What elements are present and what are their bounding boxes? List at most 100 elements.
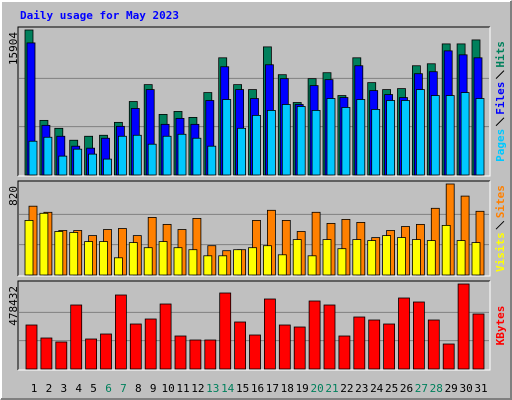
bar <box>411 239 421 276</box>
panel-bevel-dark <box>17 180 490 276</box>
bar <box>475 98 485 176</box>
bar <box>382 235 392 276</box>
bar <box>25 324 38 370</box>
bar <box>353 316 366 370</box>
bar <box>114 257 123 276</box>
x-tick-label: 24 <box>370 382 384 395</box>
bar <box>457 283 470 370</box>
bar <box>266 110 276 176</box>
bar <box>118 135 127 176</box>
x-tick-label: 19 <box>296 382 309 395</box>
bar <box>100 333 112 370</box>
bar <box>248 247 257 276</box>
bar <box>308 300 321 370</box>
bar <box>55 341 68 370</box>
bar <box>249 334 261 370</box>
bar <box>143 247 153 276</box>
x-tick-label: 4 <box>75 382 82 395</box>
bar <box>397 237 406 276</box>
bar <box>277 254 287 276</box>
x-tick-label: 11 <box>176 382 189 395</box>
bar <box>263 298 276 370</box>
x-tick-label: 2 <box>46 382 53 395</box>
bar <box>39 212 49 276</box>
bar <box>162 135 172 176</box>
bar <box>415 89 425 176</box>
bar <box>24 219 34 276</box>
bar <box>326 98 336 176</box>
bar <box>352 239 362 276</box>
bar <box>427 319 440 370</box>
bar <box>188 249 198 276</box>
x-tick-label: 3 <box>60 382 67 395</box>
bar <box>129 323 142 370</box>
panel-bevel-light <box>18 281 491 371</box>
chart-title: Daily usage for May 2023 <box>20 9 179 22</box>
bar <box>337 248 347 276</box>
bar <box>99 241 108 276</box>
bar <box>367 240 377 276</box>
bar <box>371 109 381 176</box>
y-tick-label: 478432 <box>7 286 20 326</box>
bar <box>262 245 272 276</box>
y-tick-label: 820 <box>7 186 20 206</box>
bar <box>456 240 466 276</box>
bar <box>158 241 168 276</box>
x-tick-label: 12 <box>191 382 204 395</box>
legend-label: KBytes <box>494 306 507 346</box>
bar <box>58 155 68 176</box>
bar <box>383 323 396 370</box>
bar <box>128 242 138 276</box>
bar <box>73 148 83 176</box>
x-tick-label: 21 <box>325 382 338 395</box>
x-tick-label: 29 <box>445 382 458 395</box>
bar <box>54 231 64 276</box>
x-tick-label: 16 <box>251 382 264 395</box>
x-tick-label: 26 <box>400 382 413 395</box>
bar <box>252 115 261 176</box>
x-tick-label: 17 <box>266 382 279 395</box>
bar <box>28 140 38 176</box>
bar <box>203 255 213 276</box>
x-tick-label: 25 <box>385 382 398 395</box>
bar <box>85 338 97 370</box>
bar <box>471 242 481 276</box>
bar <box>207 145 217 176</box>
bar <box>144 318 157 370</box>
bar <box>218 255 228 276</box>
bar <box>278 324 291 370</box>
x-tick-label: 20 <box>310 382 323 395</box>
bar <box>398 297 410 370</box>
bar <box>430 95 440 176</box>
x-tick-label: 27 <box>415 382 428 395</box>
bar <box>222 99 232 176</box>
legend-label: Visits <box>494 232 507 272</box>
bar <box>173 247 183 276</box>
x-tick-label: 23 <box>355 382 368 395</box>
x-tick-label: 13 <box>206 382 219 395</box>
legend-label: Pages <box>494 129 507 162</box>
x-tick-label: 31 <box>474 382 487 395</box>
bar <box>132 134 142 176</box>
bar <box>159 303 172 370</box>
bar <box>323 304 336 370</box>
x-tick-label: 5 <box>90 382 97 395</box>
legend-label: Hits <box>494 41 507 68</box>
bar <box>412 301 425 370</box>
panel-bevel-dark <box>17 280 490 370</box>
panel-bevel-dark <box>17 26 490 176</box>
bar <box>293 326 306 370</box>
bar <box>322 239 332 276</box>
bar <box>103 158 112 176</box>
bar <box>356 99 366 176</box>
bar <box>192 137 202 176</box>
bar <box>237 127 247 176</box>
x-tick-label: 1 <box>31 382 38 395</box>
x-tick-label: 18 <box>281 382 294 395</box>
bar <box>368 319 381 370</box>
bar <box>296 106 306 176</box>
bar <box>386 100 396 176</box>
panel-bevel-light <box>18 181 491 277</box>
